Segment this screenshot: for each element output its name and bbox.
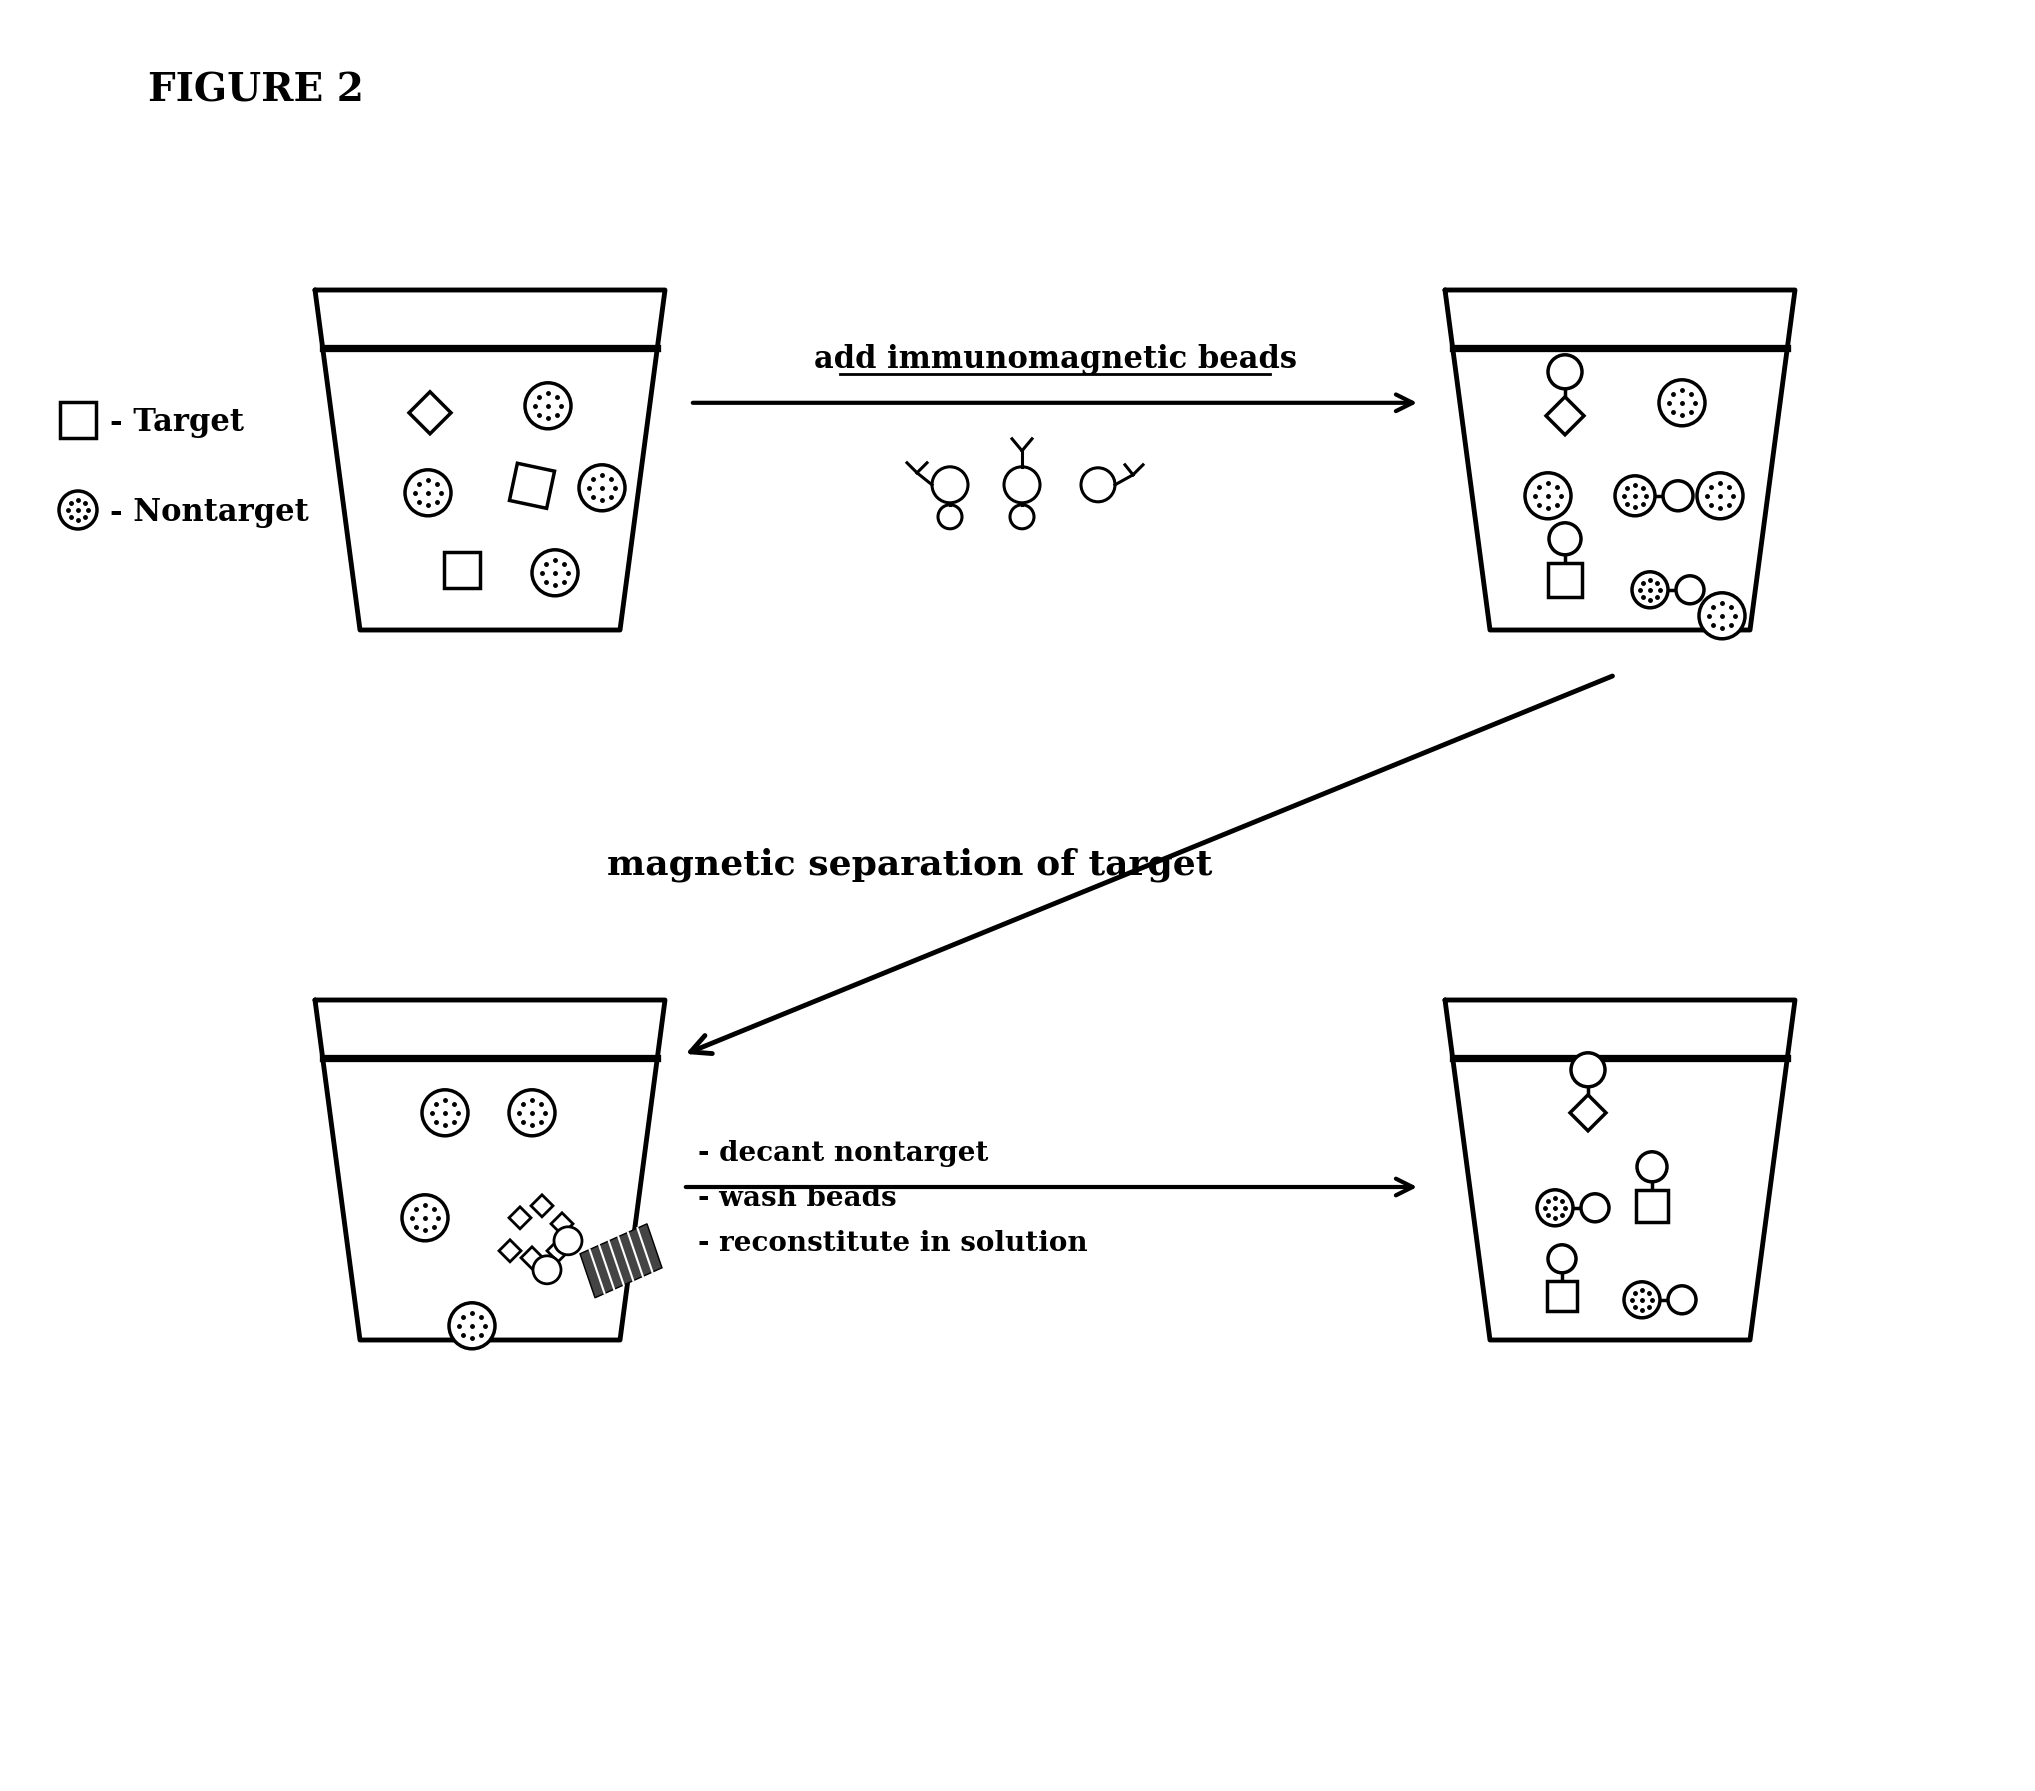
Circle shape	[1571, 1053, 1606, 1087]
Polygon shape	[1547, 398, 1583, 435]
Polygon shape	[409, 392, 452, 433]
Circle shape	[1549, 1245, 1575, 1273]
Circle shape	[1009, 505, 1034, 528]
Circle shape	[1624, 1282, 1661, 1318]
Circle shape	[1003, 467, 1040, 503]
Circle shape	[1632, 571, 1669, 607]
Circle shape	[938, 505, 963, 528]
Circle shape	[1536, 1189, 1573, 1225]
Text: - wash beads: - wash beads	[698, 1186, 897, 1213]
Polygon shape	[521, 1247, 543, 1268]
Polygon shape	[580, 1223, 661, 1298]
Circle shape	[1524, 473, 1571, 519]
Text: - Nontarget: - Nontarget	[110, 496, 309, 528]
Bar	[444, 552, 480, 587]
Circle shape	[1659, 380, 1705, 426]
Text: - decant nontarget: - decant nontarget	[698, 1141, 989, 1168]
Circle shape	[405, 469, 452, 516]
Circle shape	[59, 491, 98, 528]
Circle shape	[450, 1302, 495, 1349]
Circle shape	[533, 1255, 562, 1284]
Circle shape	[509, 1089, 556, 1135]
Circle shape	[1081, 467, 1115, 501]
Circle shape	[1616, 476, 1654, 516]
Circle shape	[1669, 1286, 1695, 1315]
Text: FIGURE 2: FIGURE 2	[149, 72, 364, 109]
Bar	[59, 401, 96, 439]
Polygon shape	[499, 1239, 521, 1263]
Circle shape	[932, 467, 969, 503]
Circle shape	[1636, 1152, 1667, 1182]
Circle shape	[1697, 473, 1744, 519]
Bar	[1549, 562, 1581, 596]
Text: magnetic separation of target: magnetic separation of target	[606, 847, 1213, 883]
Circle shape	[1677, 575, 1703, 604]
Circle shape	[1699, 593, 1744, 639]
Polygon shape	[509, 1207, 531, 1229]
Polygon shape	[551, 1213, 574, 1234]
Polygon shape	[547, 1239, 570, 1263]
Circle shape	[1549, 355, 1581, 389]
Text: - reconstitute in solution: - reconstitute in solution	[698, 1230, 1087, 1257]
Circle shape	[1549, 523, 1581, 555]
Polygon shape	[531, 1195, 554, 1216]
Bar	[1636, 1189, 1669, 1221]
Text: add immunomagnetic beads: add immunomagnetic beads	[814, 344, 1296, 374]
Circle shape	[531, 550, 578, 596]
Circle shape	[554, 1227, 582, 1255]
Bar	[509, 464, 554, 509]
Circle shape	[1581, 1195, 1610, 1221]
Circle shape	[403, 1195, 448, 1241]
Circle shape	[525, 383, 572, 428]
Polygon shape	[1569, 1094, 1606, 1130]
Circle shape	[1663, 480, 1693, 510]
Circle shape	[421, 1089, 468, 1135]
Bar	[1547, 1281, 1577, 1311]
Text: - Target: - Target	[110, 407, 244, 437]
Circle shape	[580, 466, 625, 510]
